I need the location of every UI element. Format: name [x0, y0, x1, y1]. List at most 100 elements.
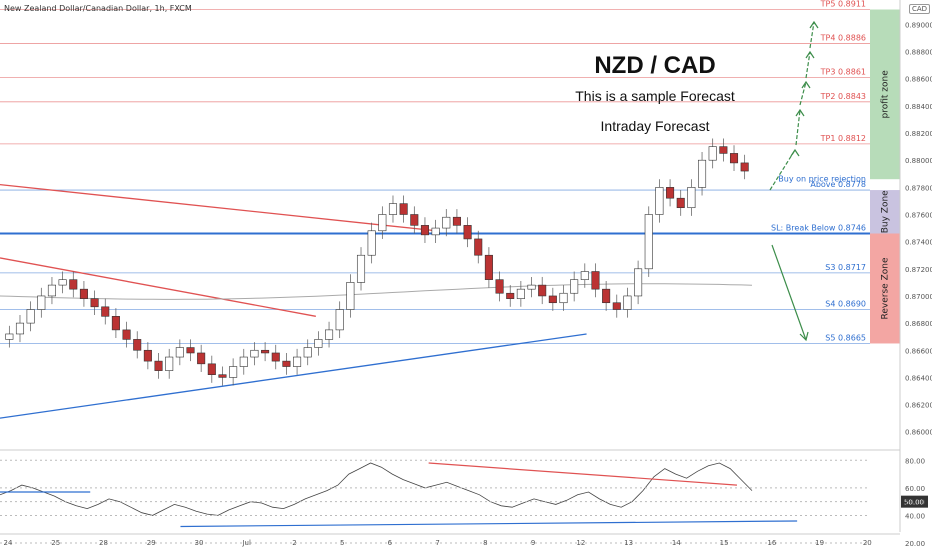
- candle-body: [698, 159, 707, 188]
- candle-body: [239, 356, 248, 367]
- currency-badge[interactable]: CAD: [909, 4, 931, 14]
- candle-body: [356, 254, 366, 283]
- moving-average-line: [0, 283, 753, 300]
- candle-body: [570, 279, 579, 294]
- osc-trendline-red: [428, 462, 738, 486]
- candle-body: [708, 146, 717, 161]
- price-tick-label: 0.87600: [905, 211, 932, 219]
- price-tick-label: 0.87200: [905, 266, 932, 274]
- candle-body: [58, 279, 67, 286]
- price-tick-label: 0.86000: [905, 429, 932, 437]
- candle-body: [37, 295, 46, 310]
- price-tick-label: 0.87000: [905, 293, 932, 301]
- candle-body: [538, 284, 547, 297]
- price-tick-label: 0.88200: [905, 130, 932, 138]
- candle-body: [314, 339, 323, 348]
- profit-arrow-head: [801, 80, 811, 89]
- candle-body: [484, 254, 493, 280]
- candle-body: [740, 162, 749, 172]
- candle-body: [69, 279, 78, 290]
- candle-body: [548, 295, 557, 304]
- profit-arrow-head: [805, 50, 815, 59]
- osc-trendline-blue: [180, 520, 798, 528]
- level-label: S3 0.8717: [825, 263, 866, 272]
- candle-body: [293, 356, 302, 367]
- time-tick-label: 16: [767, 539, 776, 547]
- time-tick-label: Jul: [241, 539, 251, 547]
- level-label: TP2 0.8843: [820, 92, 866, 101]
- reverse-arrow-head: [799, 331, 809, 342]
- forecast-title: NZD / CAD: [594, 52, 716, 79]
- profit-arrow-head: [809, 20, 819, 29]
- candle-body: [175, 347, 184, 358]
- candle-body: [90, 298, 99, 308]
- time-tick-label: 14: [672, 539, 681, 547]
- price-tick-label: 0.89000: [905, 21, 932, 29]
- candle-body: [399, 203, 408, 215]
- candle-body: [495, 279, 504, 294]
- reverse-arrow: [771, 244, 807, 341]
- level-label: TP4 0.8886: [820, 33, 866, 42]
- candle-body: [229, 366, 238, 378]
- level-label: TP3 0.8861: [820, 67, 866, 76]
- candle-body: [101, 306, 110, 317]
- candle-body: [442, 216, 451, 229]
- candle-body: [527, 284, 536, 290]
- candle-body: [250, 349, 259, 358]
- time-tick-label: 19: [815, 539, 824, 547]
- profit-arrow-head: [790, 148, 800, 157]
- candle-body: [346, 282, 355, 310]
- candle-body: [623, 295, 632, 310]
- osc-tick-label: 80.00: [905, 457, 925, 465]
- candle-body: [420, 225, 429, 236]
- candle-body: [474, 238, 483, 256]
- trendline: [0, 257, 316, 317]
- candle-body: [367, 230, 376, 256]
- profit-arrow: [769, 149, 796, 191]
- candle-body: [143, 349, 152, 362]
- candle-body: [335, 309, 344, 331]
- osc-tick-label: 40.00: [905, 512, 925, 520]
- candle-body: [431, 227, 440, 236]
- symbol-header: New Zealand Dollar/Canadian Dollar, 1h, …: [4, 4, 192, 13]
- time-tick-label: 30: [194, 539, 203, 547]
- forecast-subtitle: This is a sample Forecast: [575, 88, 735, 104]
- reverse-zone: [870, 233, 900, 344]
- time-tick-label: 25: [51, 539, 60, 547]
- level-label: Buy on price rejection: [778, 175, 866, 184]
- osc-tick-label: 50.00: [905, 499, 925, 507]
- osc-value-label: 50.00: [904, 499, 924, 507]
- candle-body: [303, 347, 312, 358]
- price-tick-label: 0.86600: [905, 347, 932, 355]
- candle-body: [612, 302, 621, 310]
- trendline: [0, 183, 437, 232]
- profit-zone-label: profit zone: [881, 70, 891, 119]
- price-tick-label: 0.88600: [905, 76, 932, 84]
- candle-body: [516, 288, 525, 299]
- candle-body: [111, 316, 120, 331]
- buy-zone: [870, 190, 900, 234]
- level-label: TP5 0.8911: [820, 0, 866, 9]
- candle-body: [687, 187, 696, 209]
- candle-body: [644, 214, 653, 270]
- time-tick-label: 9: [531, 539, 535, 547]
- candle-body: [15, 322, 25, 335]
- candle-body: [47, 284, 56, 297]
- price-tick-label: 0.88800: [905, 49, 932, 57]
- time-tick-label: 12: [576, 539, 585, 547]
- candle-body: [506, 292, 515, 299]
- candle-body: [122, 329, 131, 340]
- candle-body: [410, 214, 419, 226]
- candle-body: [666, 187, 675, 199]
- candle-body: [186, 347, 195, 354]
- osc-tick-label: 60.00: [905, 485, 925, 493]
- level-label: S4 0.8690: [825, 300, 866, 309]
- reverse-zone-label: Reverse Zone: [881, 257, 891, 319]
- price-tick-label: 0.86400: [905, 374, 932, 382]
- candle-body: [463, 225, 472, 240]
- candle-body: [602, 288, 611, 304]
- time-tick-label: 6: [388, 539, 393, 547]
- candle-body: [655, 187, 664, 215]
- time-tick-label: 2: [292, 539, 296, 547]
